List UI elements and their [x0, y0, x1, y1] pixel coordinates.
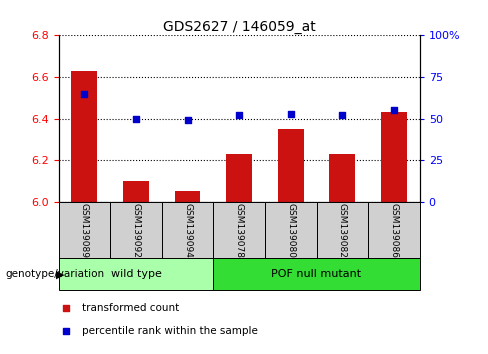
Bar — [71, 71, 97, 202]
Text: ▶: ▶ — [56, 269, 64, 279]
Point — [321, 26, 328, 32]
Bar — [226, 154, 252, 202]
Bar — [175, 192, 201, 202]
Bar — [110, 202, 162, 258]
Text: wild type: wild type — [110, 269, 162, 279]
Bar — [317, 202, 368, 258]
Bar — [213, 202, 265, 258]
Bar — [59, 202, 110, 258]
Text: genotype/variation: genotype/variation — [5, 269, 104, 279]
Point — [321, 239, 328, 244]
Bar — [329, 154, 355, 202]
Text: transformed count: transformed count — [82, 303, 179, 313]
Bar — [368, 202, 420, 258]
Text: GSM139092: GSM139092 — [131, 202, 141, 258]
Text: GSM139089: GSM139089 — [80, 202, 89, 258]
Bar — [265, 202, 317, 258]
Text: GSM139094: GSM139094 — [183, 202, 192, 258]
Bar — [123, 181, 149, 202]
Text: percentile rank within the sample: percentile rank within the sample — [82, 326, 258, 336]
Text: GSM139078: GSM139078 — [235, 202, 244, 258]
Point — [287, 111, 295, 116]
Bar — [213, 258, 420, 290]
Bar — [162, 202, 213, 258]
Text: POF null mutant: POF null mutant — [271, 269, 362, 279]
Point — [81, 91, 88, 97]
Point — [235, 113, 243, 118]
Point — [338, 113, 346, 118]
Point — [183, 118, 191, 123]
Bar — [59, 258, 213, 290]
Text: GSM139086: GSM139086 — [389, 202, 398, 258]
Text: GSM139080: GSM139080 — [286, 202, 295, 258]
Text: GSM139082: GSM139082 — [338, 202, 347, 258]
Bar — [381, 112, 407, 202]
Bar — [278, 129, 304, 202]
Title: GDS2627 / 146059_at: GDS2627 / 146059_at — [163, 21, 316, 34]
Point — [390, 108, 398, 113]
Point — [132, 116, 140, 121]
